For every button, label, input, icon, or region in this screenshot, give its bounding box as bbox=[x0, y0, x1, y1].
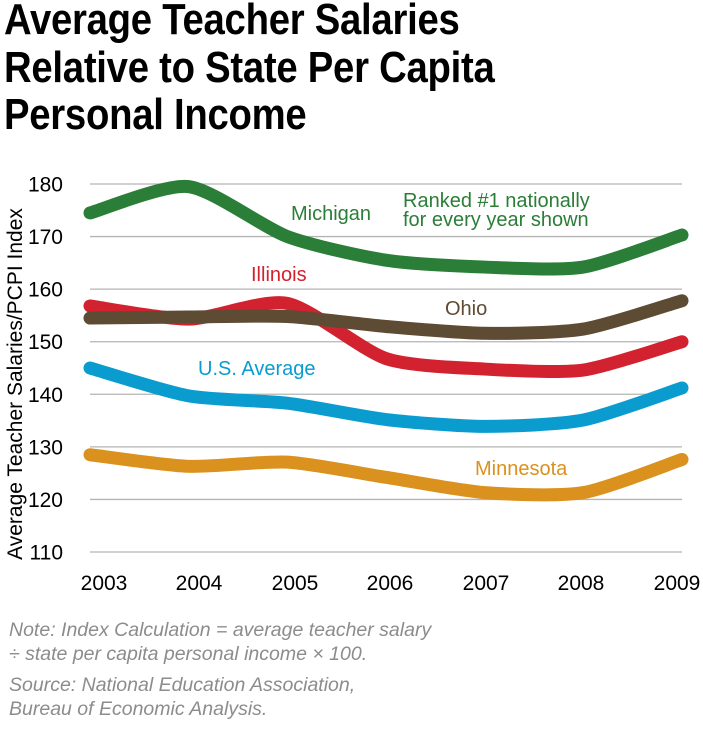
x-tick-label: 2005 bbox=[272, 572, 319, 595]
series-line-michigan bbox=[83, 180, 689, 276]
x-tick-label: 2008 bbox=[558, 572, 605, 595]
y-tick-label: 130 bbox=[28, 436, 63, 459]
x-tick-label: 2003 bbox=[81, 572, 128, 595]
title-line-2: Relative to State Per Capita bbox=[4, 42, 495, 92]
source-line-1: Source: National Education Association, bbox=[9, 674, 356, 696]
note-line-2: ÷ state per capita personal income × 100… bbox=[9, 643, 368, 665]
series-label-illinois: Illinois bbox=[251, 264, 307, 286]
x-tick-label: 2004 bbox=[176, 572, 223, 595]
y-tick-label: 170 bbox=[28, 226, 63, 249]
annotation-ranked-line-1: Ranked #1 nationally bbox=[403, 190, 590, 212]
series-label-ohio: Ohio bbox=[445, 298, 487, 320]
annotation-ranked-line-2: for every year shown bbox=[403, 209, 589, 231]
x-axis-tick-labels: 2003 2004 2005 2006 2007 2008 2009 bbox=[81, 572, 701, 595]
chart-title: Average Teacher Salaries Relative to Sta… bbox=[4, 0, 495, 139]
series-label-us-average: U.S. Average bbox=[198, 358, 315, 380]
x-tick-label: 2006 bbox=[367, 572, 414, 595]
y-tick-label: 140 bbox=[28, 384, 63, 407]
y-tick-label: 160 bbox=[28, 279, 63, 302]
gridlines bbox=[90, 183, 682, 553]
y-axis-label: Average Teacher Salaries/PCPI Index bbox=[4, 208, 27, 560]
series-line-minnesota bbox=[83, 448, 689, 502]
series-lines bbox=[83, 180, 689, 502]
y-tick-label: 110 bbox=[30, 542, 63, 565]
series-line-u-s-average bbox=[83, 361, 689, 433]
y-tick-label: 120 bbox=[28, 489, 63, 512]
source-line-2: Bureau of Economic Analysis. bbox=[9, 698, 268, 720]
note-line-1: Note: Index Calculation = average teache… bbox=[9, 619, 432, 641]
title-line-3: Personal Income bbox=[4, 90, 307, 139]
y-tick-label: 150 bbox=[28, 331, 63, 354]
chart-notes: Note: Index Calculation = average teache… bbox=[9, 618, 431, 721]
series-label-michigan: Michigan bbox=[291, 203, 371, 225]
series-line-ohio bbox=[83, 294, 689, 340]
title-line-1: Average Teacher Salaries bbox=[4, 0, 460, 44]
series-label-minnesota: Minnesota bbox=[475, 458, 568, 480]
x-tick-label: 2009 bbox=[654, 572, 701, 595]
y-tick-label: 180 bbox=[28, 174, 63, 197]
y-axis-tick-labels: 110 120 130 140 150 160 170 180 bbox=[28, 174, 63, 565]
x-tick-label: 2007 bbox=[463, 572, 510, 595]
series-labels: Michigan Illinois Ohio U.S. Average Minn… bbox=[198, 190, 590, 480]
